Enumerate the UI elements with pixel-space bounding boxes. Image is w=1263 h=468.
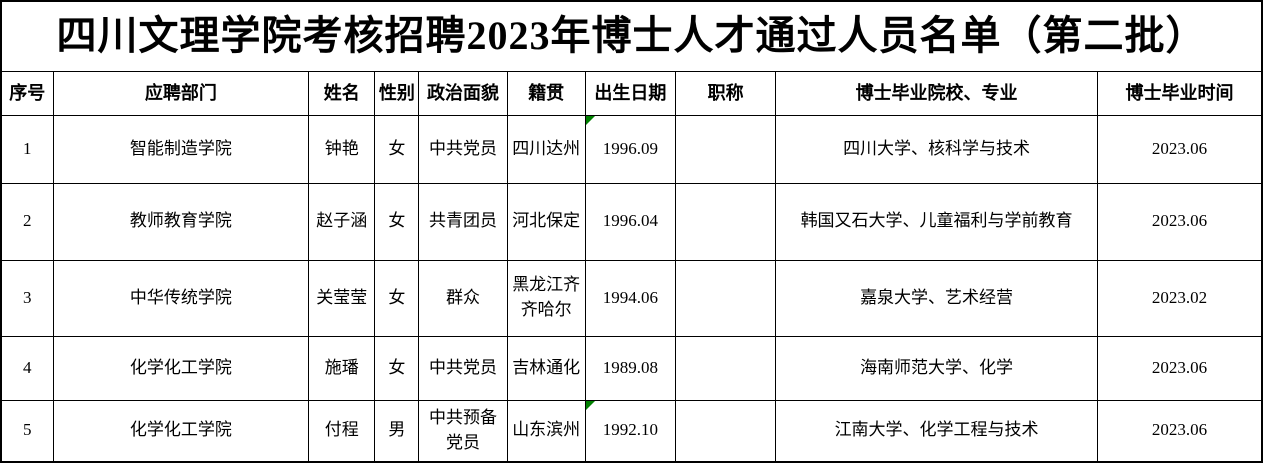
cell-school-major: 韩国又石大学、儿童福利与学前教育 xyxy=(775,182,1098,261)
table-row: 4 化学化工学院 施璠 女 中共党员 吉林通化 1989.08 海南师范大学、化… xyxy=(0,335,1263,401)
birth-date-text: 1989.08 xyxy=(602,357,658,377)
cell-grad-time: 2023.06 xyxy=(1096,182,1263,261)
cell-job-title xyxy=(674,335,777,401)
table-row: 5 化学化工学院 付程 男 中共预备党员 山东滨州 1992.10 江南大学、化… xyxy=(0,399,1263,463)
cell-school-major: 海南师范大学、化学 xyxy=(775,335,1098,401)
col-header-hometown: 籍贯 xyxy=(506,70,586,116)
cell-grad-time: 2023.06 xyxy=(1096,114,1263,184)
cell-birth-date: 1994.06 xyxy=(584,259,676,337)
cell-name: 赵子涵 xyxy=(308,182,376,261)
cell-hometown: 吉林通化 xyxy=(506,335,586,401)
cell-seq: 3 xyxy=(0,259,54,337)
table-row: 3 中华传统学院 关莹莹 女 群众 黑龙江齐齐哈尔 1994.06 嘉泉大学、艺… xyxy=(0,259,1263,337)
cell-job-title xyxy=(674,182,777,261)
cell-hometown: 四川达州 xyxy=(506,114,586,184)
table-row: 1 智能制造学院 钟艳 女 中共党员 四川达州 1996.09 四川大学、核科学… xyxy=(0,114,1263,184)
col-header-politics: 政治面貌 xyxy=(418,70,508,116)
page-title: 四川文理学院考核招聘2023年博士人才通过人员名单（第二批） xyxy=(0,0,1263,72)
cell-dept: 教师教育学院 xyxy=(52,182,310,261)
cell-hometown: 河北保定 xyxy=(506,182,586,261)
cell-gender: 女 xyxy=(374,114,420,184)
col-header-job-title: 职称 xyxy=(674,70,777,116)
cell-birth-date: 1992.10 xyxy=(584,399,676,463)
cell-gender: 女 xyxy=(374,259,420,337)
birth-date-text: 1996.09 xyxy=(602,138,658,158)
cell-gender: 女 xyxy=(374,182,420,261)
header-row: 序号 应聘部门 姓名 性别 政治面貌 籍贯 出生日期 职称 博士毕业院校、专业 … xyxy=(0,70,1263,116)
cell-name: 关莹莹 xyxy=(308,259,376,337)
cell-dept: 智能制造学院 xyxy=(52,114,310,184)
cell-birth-date: 1989.08 xyxy=(584,335,676,401)
cell-gender: 女 xyxy=(374,335,420,401)
cell-dept: 化学化工学院 xyxy=(52,335,310,401)
cell-politics: 群众 xyxy=(418,259,508,337)
cell-politics: 共青团员 xyxy=(418,182,508,261)
cell-seq: 1 xyxy=(0,114,54,184)
title-row: 四川文理学院考核招聘2023年博士人才通过人员名单（第二批） xyxy=(0,0,1263,72)
cell-school-major: 四川大学、核科学与技术 xyxy=(775,114,1098,184)
col-header-birth-date: 出生日期 xyxy=(584,70,676,116)
cell-politics: 中共党员 xyxy=(418,335,508,401)
cell-hometown: 山东滨州 xyxy=(506,399,586,463)
cell-job-title xyxy=(674,114,777,184)
cell-grad-time: 2023.06 xyxy=(1096,335,1263,401)
cell-birth-date: 1996.04 xyxy=(584,182,676,261)
col-header-gender: 性别 xyxy=(374,70,420,116)
birth-date-text: 1996.04 xyxy=(602,211,658,231)
cell-hometown: 黑龙江齐齐哈尔 xyxy=(506,259,586,337)
col-header-grad-time: 博士毕业时间 xyxy=(1096,70,1263,116)
col-header-school-major: 博士毕业院校、专业 xyxy=(775,70,1098,116)
green-triangle-icon xyxy=(586,401,595,410)
cell-name: 施璠 xyxy=(308,335,376,401)
cell-birth-date: 1996.09 xyxy=(584,114,676,184)
cell-school-major: 嘉泉大学、艺术经营 xyxy=(775,259,1098,337)
cell-job-title xyxy=(674,399,777,463)
cell-gender: 男 xyxy=(374,399,420,463)
cell-dept: 中华传统学院 xyxy=(52,259,310,337)
cell-politics: 中共预备党员 xyxy=(418,399,508,463)
cell-grad-time: 2023.06 xyxy=(1096,399,1263,463)
col-header-seq: 序号 xyxy=(0,70,54,116)
cell-dept: 化学化工学院 xyxy=(52,399,310,463)
cell-job-title xyxy=(674,259,777,337)
cell-seq: 4 xyxy=(0,335,54,401)
birth-date-text: 1992.10 xyxy=(602,420,658,440)
birth-date-text: 1994.06 xyxy=(602,287,658,307)
table-row: 2 教师教育学院 赵子涵 女 共青团员 河北保定 1996.04 韩国又石大学、… xyxy=(0,182,1263,261)
cell-name: 钟艳 xyxy=(308,114,376,184)
cell-seq: 2 xyxy=(0,182,54,261)
cell-school-major: 江南大学、化学工程与技术 xyxy=(775,399,1098,463)
col-header-name: 姓名 xyxy=(308,70,376,116)
cell-seq: 5 xyxy=(0,399,54,463)
cell-grad-time: 2023.02 xyxy=(1096,259,1263,337)
cell-name: 付程 xyxy=(308,399,376,463)
col-header-dept: 应聘部门 xyxy=(52,70,310,116)
green-triangle-icon xyxy=(586,116,595,125)
cell-politics: 中共党员 xyxy=(418,114,508,184)
